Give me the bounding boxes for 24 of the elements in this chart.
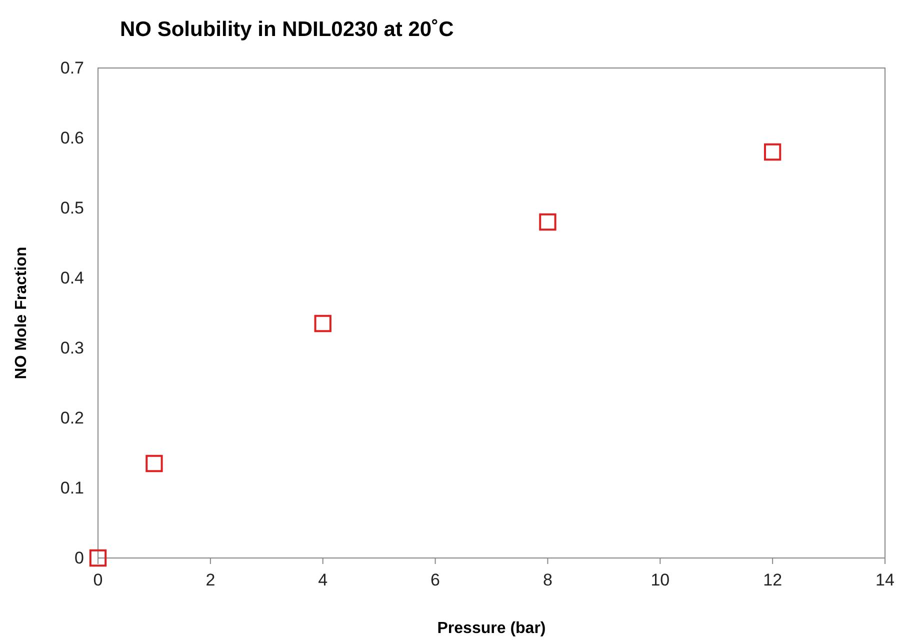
- x-tick-label: 0: [93, 570, 103, 590]
- x-tick-label: 12: [763, 570, 782, 590]
- point: [146, 454, 163, 472]
- y-tick-label: 0.6: [60, 128, 84, 148]
- y-tick-label: 0.2: [60, 408, 84, 428]
- y-tick-label: 0.4: [60, 268, 84, 288]
- x-tick-label: 8: [542, 570, 552, 590]
- x-tick-label: 14: [876, 570, 894, 590]
- y-axis-title: NO Mole Fraction: [13, 246, 30, 380]
- chart-title: NO Solubility in NDIL0230 at 20˚C: [120, 18, 454, 41]
- x-tick-label: 4: [318, 570, 328, 590]
- y-tick-label: 0.7: [60, 58, 84, 78]
- y-tick-label: 0: [74, 548, 84, 568]
- point: [539, 213, 556, 231]
- x-tick-label: 10: [650, 570, 670, 590]
- point: [89, 549, 107, 567]
- point: [764, 143, 782, 161]
- x-tick-label: 2: [206, 570, 216, 590]
- y-tick-label: 0.5: [60, 198, 84, 218]
- point: [314, 314, 332, 332]
- x-axis-title: Pressure (bar): [437, 620, 546, 637]
- y-tick-label: 0.3: [60, 338, 84, 358]
- y-tick-label: 0.1: [60, 478, 84, 498]
- x-tick-label: 6: [430, 570, 440, 590]
